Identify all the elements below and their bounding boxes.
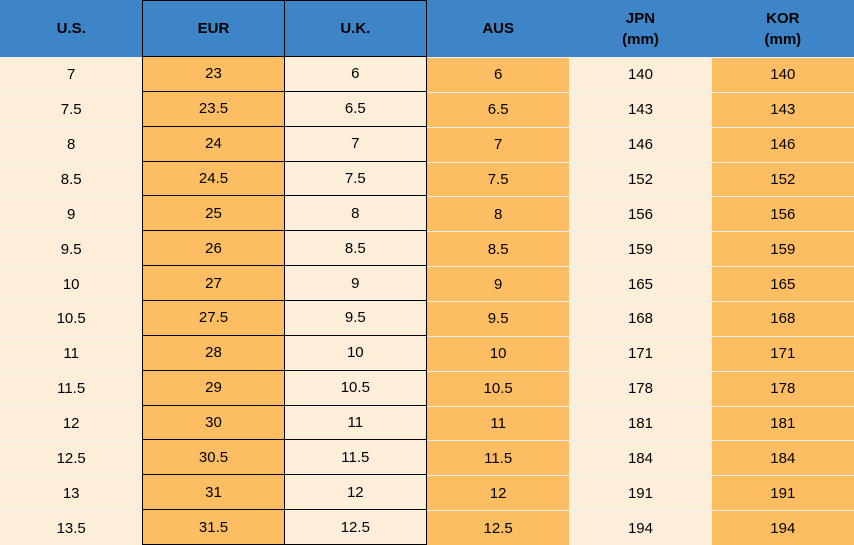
cell-eur-row6: 26 (142, 231, 285, 267)
cell-aus-row8: 9.5 (426, 301, 570, 336)
cell-eur-row12: 30.5 (142, 440, 285, 476)
cell-aus-row11: 11 (426, 405, 570, 441)
header-cell-us: U.S. (0, 0, 143, 57)
cell-aus-row10: 10.5 (426, 370, 570, 406)
cell-uk-row3: 7 (284, 126, 427, 162)
cell-aus-row14: 12.5 (426, 510, 570, 545)
cell-aus-row13: 12 (426, 475, 570, 511)
cell-jpn-row11: 181 (569, 405, 712, 441)
cell-aus-row2: 6.5 (426, 91, 570, 127)
header-cell-uk: U.K. (284, 0, 427, 57)
cell-kor-row12: 184 (711, 440, 854, 476)
cell-uk-row13: 12 (284, 475, 427, 511)
header-label-kor: KOR (766, 9, 800, 27)
cell-uk-row14: 12.5 (284, 510, 427, 545)
cell-us-row12: 12.5 (0, 440, 143, 476)
cell-uk-row2: 6.5 (284, 91, 427, 127)
header-sublabel-kor: (mm) (764, 30, 802, 48)
header-cell-aus: AUS (426, 0, 570, 57)
cell-us-row4: 8.5 (0, 161, 143, 197)
cell-uk-row8: 9.5 (284, 301, 427, 336)
cell-kor-row7: 165 (711, 266, 854, 301)
cell-uk-row10: 10.5 (284, 370, 427, 406)
header-label-uk: U.K. (340, 20, 371, 37)
cell-eur-row8: 27.5 (142, 301, 285, 336)
cell-uk-row11: 11 (284, 405, 427, 441)
cell-uk-row1: 6 (284, 57, 427, 92)
header-label-jpn: JPN (625, 9, 656, 27)
cell-jpn-row9: 171 (569, 335, 712, 371)
cell-kor-row5: 156 (711, 196, 854, 232)
cell-eur-row3: 24 (142, 126, 285, 162)
cell-us-row3: 8 (0, 126, 143, 162)
cell-aus-row3: 7 (426, 126, 570, 162)
cell-jpn-row2: 143 (569, 91, 712, 127)
cell-us-row8: 10.5 (0, 301, 143, 336)
cell-us-row5: 9 (0, 196, 143, 232)
cell-eur-row5: 25 (142, 196, 285, 232)
cell-jpn-row12: 184 (569, 440, 712, 476)
cell-eur-row4: 24.5 (142, 161, 285, 197)
cell-kor-row4: 152 (711, 161, 854, 197)
cell-kor-row8: 168 (711, 301, 854, 336)
cell-uk-row7: 9 (284, 266, 427, 301)
cell-uk-row6: 8.5 (284, 231, 427, 267)
cell-eur-row11: 30 (142, 405, 285, 441)
cell-aus-row4: 7.5 (426, 161, 570, 197)
header-label-aus: AUS (482, 20, 514, 37)
cell-aus-row6: 8.5 (426, 231, 570, 267)
cell-us-row6: 9.5 (0, 231, 143, 267)
cell-jpn-row14: 194 (569, 510, 712, 545)
cell-kor-row10: 178 (711, 370, 854, 406)
cell-jpn-row7: 165 (569, 266, 712, 301)
cell-eur-row10: 29 (142, 370, 285, 406)
cell-us-row9: 11 (0, 335, 143, 371)
cell-jpn-row6: 159 (569, 231, 712, 267)
cell-aus-row7: 9 (426, 266, 570, 301)
cell-kor-row3: 146 (711, 126, 854, 162)
cell-us-row7: 10 (0, 266, 143, 301)
header-cell-kor: KOR (mm) (711, 0, 854, 57)
cell-kor-row9: 171 (711, 335, 854, 371)
cell-uk-row5: 8 (284, 196, 427, 232)
cell-jpn-row13: 191 (569, 475, 712, 511)
cell-us-row14: 13.5 (0, 510, 143, 545)
cell-eur-row7: 27 (142, 266, 285, 301)
cell-uk-row4: 7.5 (284, 161, 427, 197)
header-label-us: U.S. (56, 20, 86, 37)
cell-us-row2: 7.5 (0, 91, 143, 127)
cell-aus-row5: 8 (426, 196, 570, 232)
header-cell-eur: EUR (142, 0, 285, 57)
header-cell-jpn: JPN (mm) (569, 0, 712, 57)
cell-eur-row14: 31.5 (142, 510, 285, 545)
cell-kor-row1: 140 (711, 57, 854, 92)
cell-eur-row2: 23.5 (142, 91, 285, 127)
cell-kor-row11: 181 (711, 405, 854, 441)
cell-uk-row9: 10 (284, 335, 427, 371)
cell-aus-row9: 10 (426, 335, 570, 371)
cell-us-row13: 13 (0, 475, 143, 511)
cell-kor-row6: 159 (711, 231, 854, 267)
cell-aus-row1: 6 (426, 57, 570, 92)
cell-eur-row13: 31 (142, 475, 285, 511)
cell-jpn-row8: 168 (569, 301, 712, 336)
cell-kor-row14: 194 (711, 510, 854, 545)
cell-aus-row12: 11.5 (426, 440, 570, 476)
cell-us-row10: 11.5 (0, 370, 143, 406)
cell-eur-row1: 23 (142, 57, 285, 92)
cell-us-row1: 7 (0, 57, 143, 92)
cell-jpn-row4: 152 (569, 161, 712, 197)
cell-us-row11: 12 (0, 405, 143, 441)
header-sublabel-jpn: (mm) (622, 30, 659, 48)
cell-kor-row13: 191 (711, 475, 854, 511)
header-label-eur: EUR (197, 20, 230, 37)
cell-jpn-row3: 146 (569, 126, 712, 162)
cell-jpn-row5: 156 (569, 196, 712, 232)
cell-jpn-row10: 178 (569, 370, 712, 406)
cell-uk-row12: 11.5 (284, 440, 427, 476)
cell-jpn-row1: 140 (569, 57, 712, 92)
cell-eur-row9: 28 (142, 335, 285, 371)
cell-kor-row2: 143 (711, 91, 854, 127)
